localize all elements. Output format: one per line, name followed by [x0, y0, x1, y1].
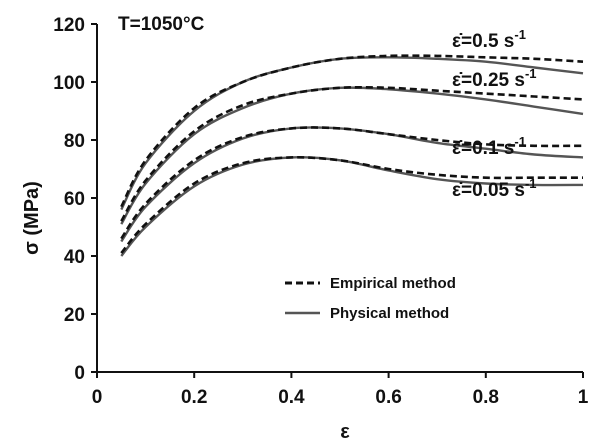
y-tick-label: 80: [64, 131, 85, 152]
strain-rate-label: ε̇=0.05 s-1: [452, 176, 537, 201]
y-axis-title: σ (MPa): [21, 181, 43, 255]
y-tick-label: 20: [64, 305, 85, 326]
x-tick-label: 0: [92, 387, 103, 408]
x-tick-label: 0.2: [181, 387, 207, 408]
strain-rate-label: ε̇=0.5 s-1: [452, 27, 526, 52]
empirical-curve-0-1-s-1: [120, 126, 584, 240]
x-tick-label: 0.6: [375, 387, 401, 408]
temperature-annotation: T=1050°C: [118, 14, 205, 35]
axes: 0 20 40 60 80 100 120 0 0.2 0.4 0.6 0.8 1: [53, 15, 588, 408]
y-tick-label: 120: [53, 15, 85, 36]
series-layer: [120, 54, 584, 257]
legend-label-physical: Physical method: [330, 305, 449, 322]
strain-rate-label: ε̇=0.25 s-1: [452, 66, 537, 91]
empirical-curve-0-25-s-1: [120, 85, 584, 222]
x-tick-label: 0.8: [473, 387, 499, 408]
empirical-curve-0-05-s-1: [120, 156, 583, 254]
y-tick-label: 40: [64, 247, 85, 268]
empirical-curve-0-5-s-1: [120, 54, 584, 208]
strain-rate-label: ε̇=0.1 s-1: [452, 134, 526, 159]
y-tick-label: 100: [53, 73, 85, 94]
labels-layer: ε̇=0.5 s-1 ε̇=0.25 s-1 ε̇=0.1 s-1 ε̇=0.05 s…: [452, 27, 537, 201]
x-tick-label: 1: [578, 387, 589, 408]
x-tick-label: 0.4: [278, 387, 305, 408]
y-tick-label: 0: [74, 363, 85, 384]
legend-label-empirical: Empirical method: [330, 275, 456, 292]
x-axis-title: ε: [340, 421, 350, 443]
legend: Empirical method Physical method: [285, 275, 456, 322]
y-tick-label: 60: [64, 189, 85, 210]
physical-curve-0-05-s-1: [120, 156, 584, 257]
physical-curve-0-25-s-1: [120, 86, 584, 225]
